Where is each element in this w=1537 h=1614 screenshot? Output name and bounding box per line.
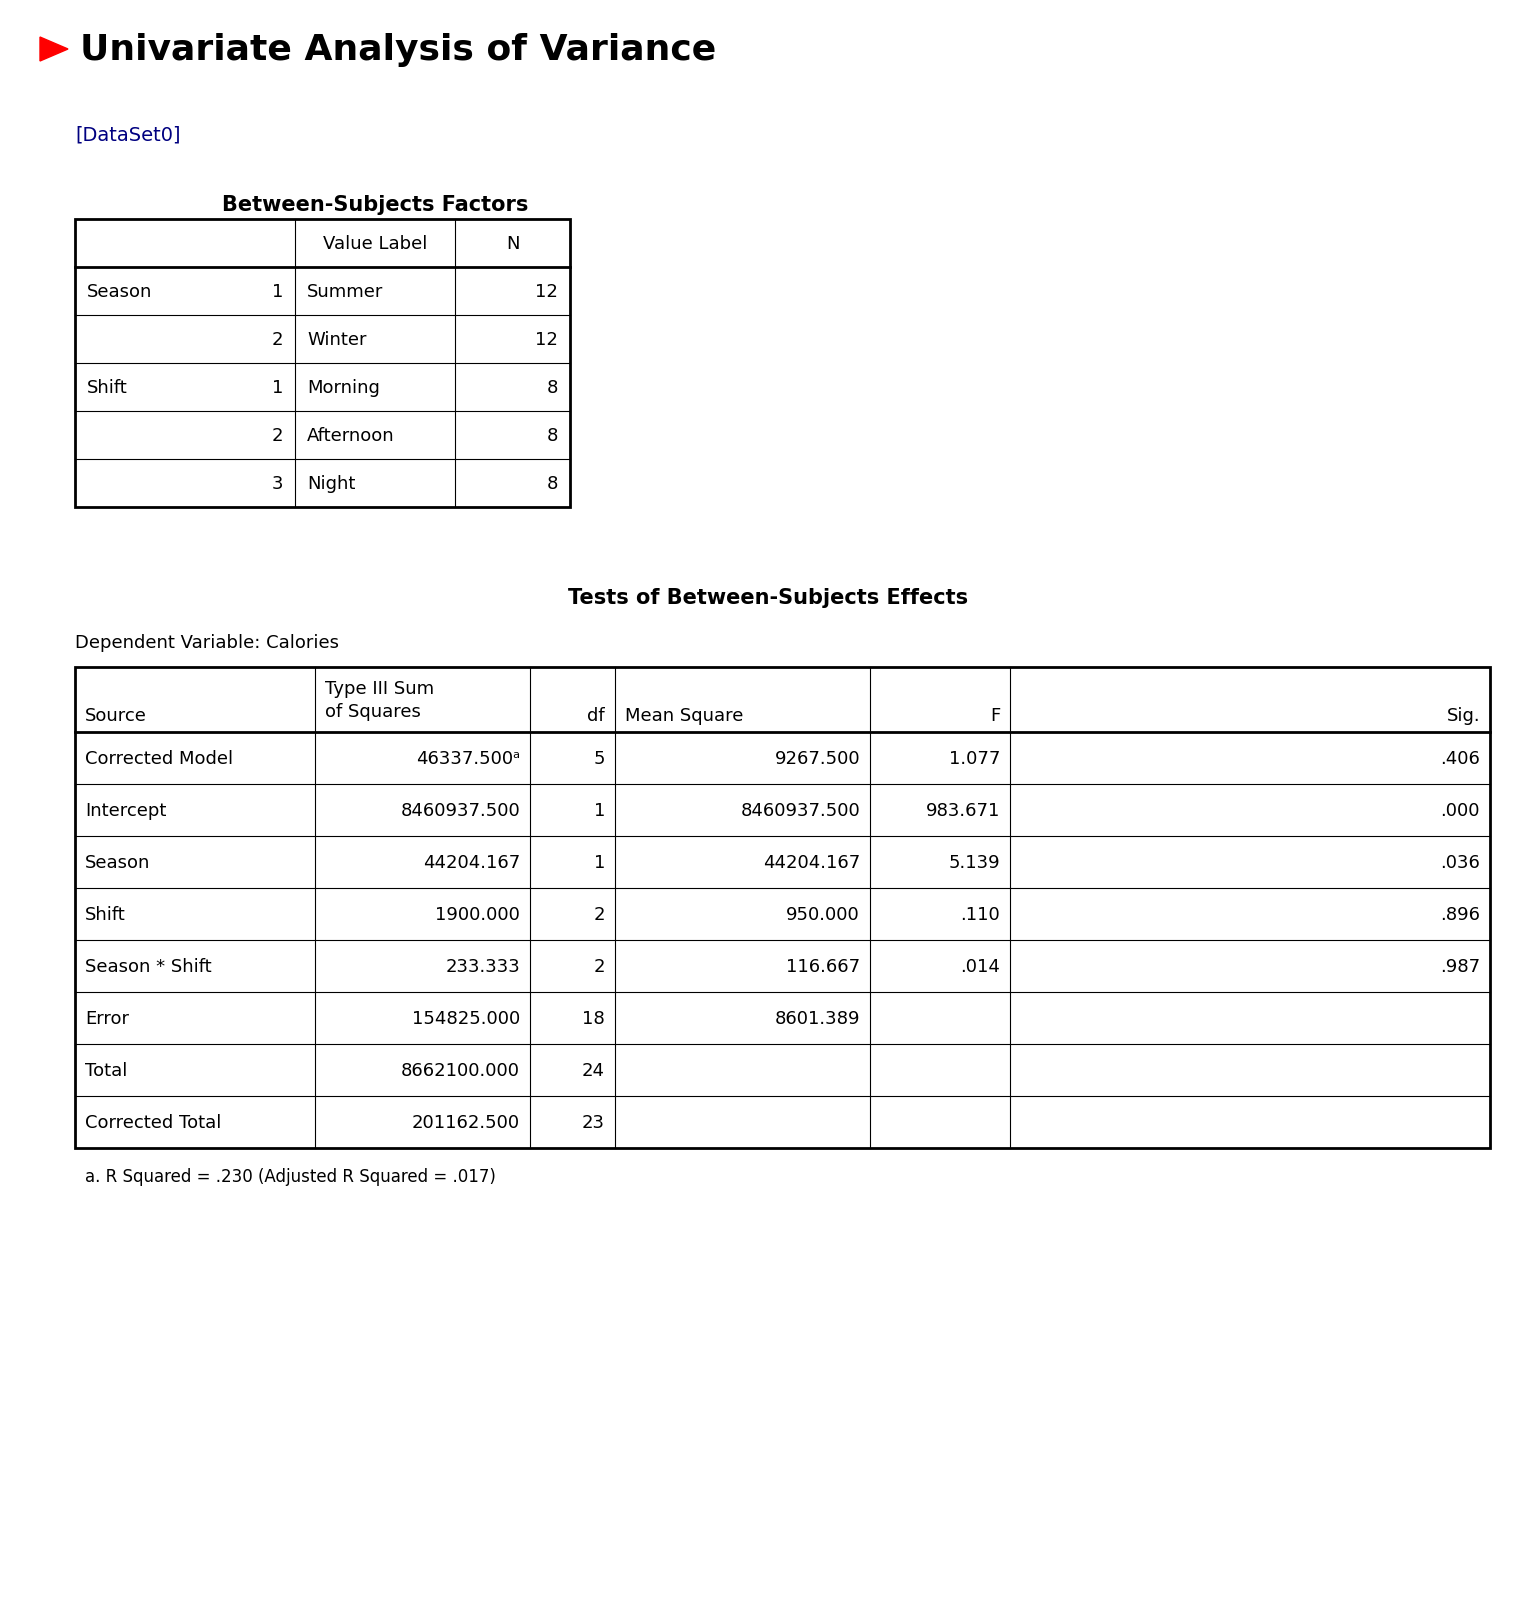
Text: Error: Error bbox=[85, 1009, 129, 1028]
Text: df: df bbox=[587, 707, 606, 725]
Text: Sig.: Sig. bbox=[1446, 707, 1480, 725]
Text: Dependent Variable: Calories: Dependent Variable: Calories bbox=[75, 634, 340, 652]
Text: 9267.500: 9267.500 bbox=[775, 749, 861, 768]
Text: 5.139: 5.139 bbox=[948, 854, 1001, 872]
Text: [DataSet0]: [DataSet0] bbox=[75, 124, 180, 144]
Text: Corrected Model: Corrected Model bbox=[85, 749, 234, 768]
Text: .406: .406 bbox=[1440, 749, 1480, 768]
Text: 154825.000: 154825.000 bbox=[412, 1009, 520, 1028]
Text: Season * Shift: Season * Shift bbox=[85, 957, 212, 975]
Text: Corrected Total: Corrected Total bbox=[85, 1114, 221, 1131]
Text: 8460937.500: 8460937.500 bbox=[400, 802, 520, 820]
Text: 2: 2 bbox=[272, 426, 283, 445]
Text: 12: 12 bbox=[535, 331, 558, 349]
Text: 44204.167: 44204.167 bbox=[423, 854, 520, 872]
Text: 8601.389: 8601.389 bbox=[775, 1009, 861, 1028]
Text: 23: 23 bbox=[583, 1114, 606, 1131]
Text: 44204.167: 44204.167 bbox=[762, 854, 861, 872]
Text: 46337.500ᵃ: 46337.500ᵃ bbox=[417, 749, 520, 768]
Text: 1900.000: 1900.000 bbox=[435, 905, 520, 923]
Text: 950.000: 950.000 bbox=[787, 905, 861, 923]
Text: Mean Square: Mean Square bbox=[626, 707, 744, 725]
Text: 5: 5 bbox=[593, 749, 606, 768]
Text: .896: .896 bbox=[1440, 905, 1480, 923]
Text: Season: Season bbox=[85, 854, 151, 872]
Text: 201162.500: 201162.500 bbox=[412, 1114, 520, 1131]
Text: 8: 8 bbox=[547, 475, 558, 492]
Text: N: N bbox=[506, 236, 520, 253]
Text: 1.077: 1.077 bbox=[948, 749, 1001, 768]
Text: 116.667: 116.667 bbox=[785, 957, 861, 975]
Text: 233.333: 233.333 bbox=[446, 957, 520, 975]
Text: Afternoon: Afternoon bbox=[307, 426, 395, 445]
Polygon shape bbox=[40, 39, 68, 61]
Text: .000: .000 bbox=[1440, 802, 1480, 820]
Text: Shift: Shift bbox=[88, 379, 128, 397]
Text: .110: .110 bbox=[961, 905, 1001, 923]
Text: Intercept: Intercept bbox=[85, 802, 166, 820]
Text: a. R Squared = .230 (Adjusted R Squared = .017): a. R Squared = .230 (Adjusted R Squared … bbox=[85, 1167, 496, 1185]
Text: Univariate Analysis of Variance: Univariate Analysis of Variance bbox=[80, 32, 716, 66]
Text: .987: .987 bbox=[1440, 957, 1480, 975]
Text: 3: 3 bbox=[272, 475, 283, 492]
Text: 18: 18 bbox=[583, 1009, 606, 1028]
Text: 2: 2 bbox=[593, 957, 606, 975]
Text: 8: 8 bbox=[547, 379, 558, 397]
Text: Value Label: Value Label bbox=[323, 236, 427, 253]
Text: Type III Sum
of Squares: Type III Sum of Squares bbox=[324, 679, 433, 720]
Text: 8460937.500: 8460937.500 bbox=[741, 802, 861, 820]
Text: F: F bbox=[990, 707, 1001, 725]
Bar bbox=[75, 220, 570, 508]
Text: Summer: Summer bbox=[307, 282, 383, 300]
Text: 8: 8 bbox=[547, 426, 558, 445]
Text: Morning: Morning bbox=[307, 379, 380, 397]
Text: Total: Total bbox=[85, 1062, 128, 1080]
Text: 8662100.000: 8662100.000 bbox=[401, 1062, 520, 1080]
Text: 1: 1 bbox=[593, 854, 606, 872]
Text: 983.671: 983.671 bbox=[925, 802, 1001, 820]
Text: 2: 2 bbox=[593, 905, 606, 923]
Text: Shift: Shift bbox=[85, 905, 126, 923]
Text: 12: 12 bbox=[535, 282, 558, 300]
Text: 1: 1 bbox=[272, 282, 283, 300]
Text: 2: 2 bbox=[272, 331, 283, 349]
Text: Tests of Between-Subjects Effects: Tests of Between-Subjects Effects bbox=[569, 587, 968, 607]
Text: .014: .014 bbox=[961, 957, 1001, 975]
Bar bbox=[75, 668, 1489, 1148]
Text: Winter: Winter bbox=[307, 331, 366, 349]
Text: Between-Subjects Factors: Between-Subjects Factors bbox=[221, 195, 529, 215]
Text: 1: 1 bbox=[272, 379, 283, 397]
Text: .036: .036 bbox=[1440, 854, 1480, 872]
Text: 1: 1 bbox=[593, 802, 606, 820]
Text: Night: Night bbox=[307, 475, 355, 492]
Text: Season: Season bbox=[88, 282, 152, 300]
Text: Source: Source bbox=[85, 707, 148, 725]
Text: 24: 24 bbox=[583, 1062, 606, 1080]
